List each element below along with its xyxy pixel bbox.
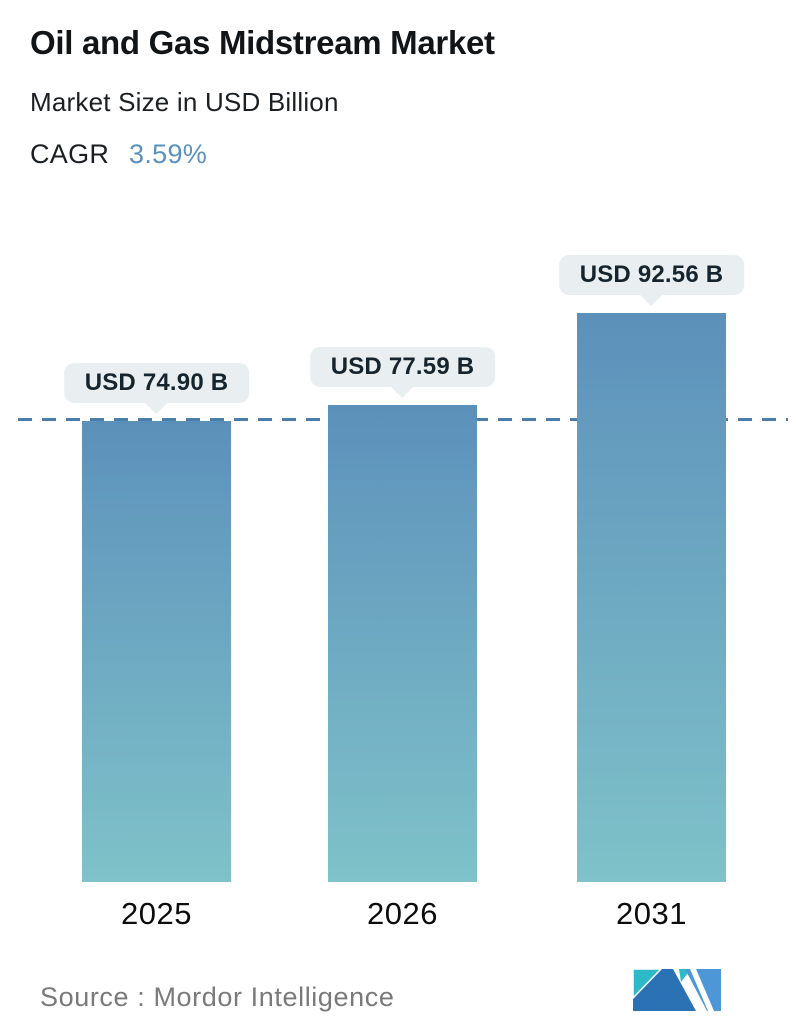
- x-axis-label: 2025: [121, 896, 192, 931]
- page-title: Oil and Gas Midstream Market: [30, 24, 495, 61]
- bar-group: USD 77.59 B 2026: [309, 347, 496, 931]
- mordor-intelligence-logo: [633, 968, 721, 1011]
- bar-2026: [328, 405, 477, 882]
- x-axis-label: 2026: [367, 896, 438, 931]
- bar-2025: [82, 421, 231, 882]
- bar-group: USD 92.56 B 2031: [558, 255, 745, 931]
- x-axis-label: 2031: [616, 896, 687, 931]
- cagr-value: 3.59%: [129, 138, 208, 169]
- value-label-bubble: USD 74.90 B: [63, 363, 250, 403]
- source-attribution: Source : Mordor Intelligence: [40, 982, 395, 1012]
- value-label-bubble: USD 92.56 B: [558, 255, 745, 295]
- bar-2031: [577, 313, 726, 882]
- cagr-label: CAGR: [30, 138, 110, 169]
- bar-group: USD 74.90 B 2025: [63, 363, 250, 931]
- chart-subtitle: Market Size in USD Billion: [30, 86, 339, 117]
- cagr-row: CAGR 3.59%: [30, 139, 495, 170]
- chart-header: Oil and Gas Midstream Market Market Size…: [30, 24, 495, 170]
- value-label-bubble: USD 77.59 B: [309, 347, 496, 387]
